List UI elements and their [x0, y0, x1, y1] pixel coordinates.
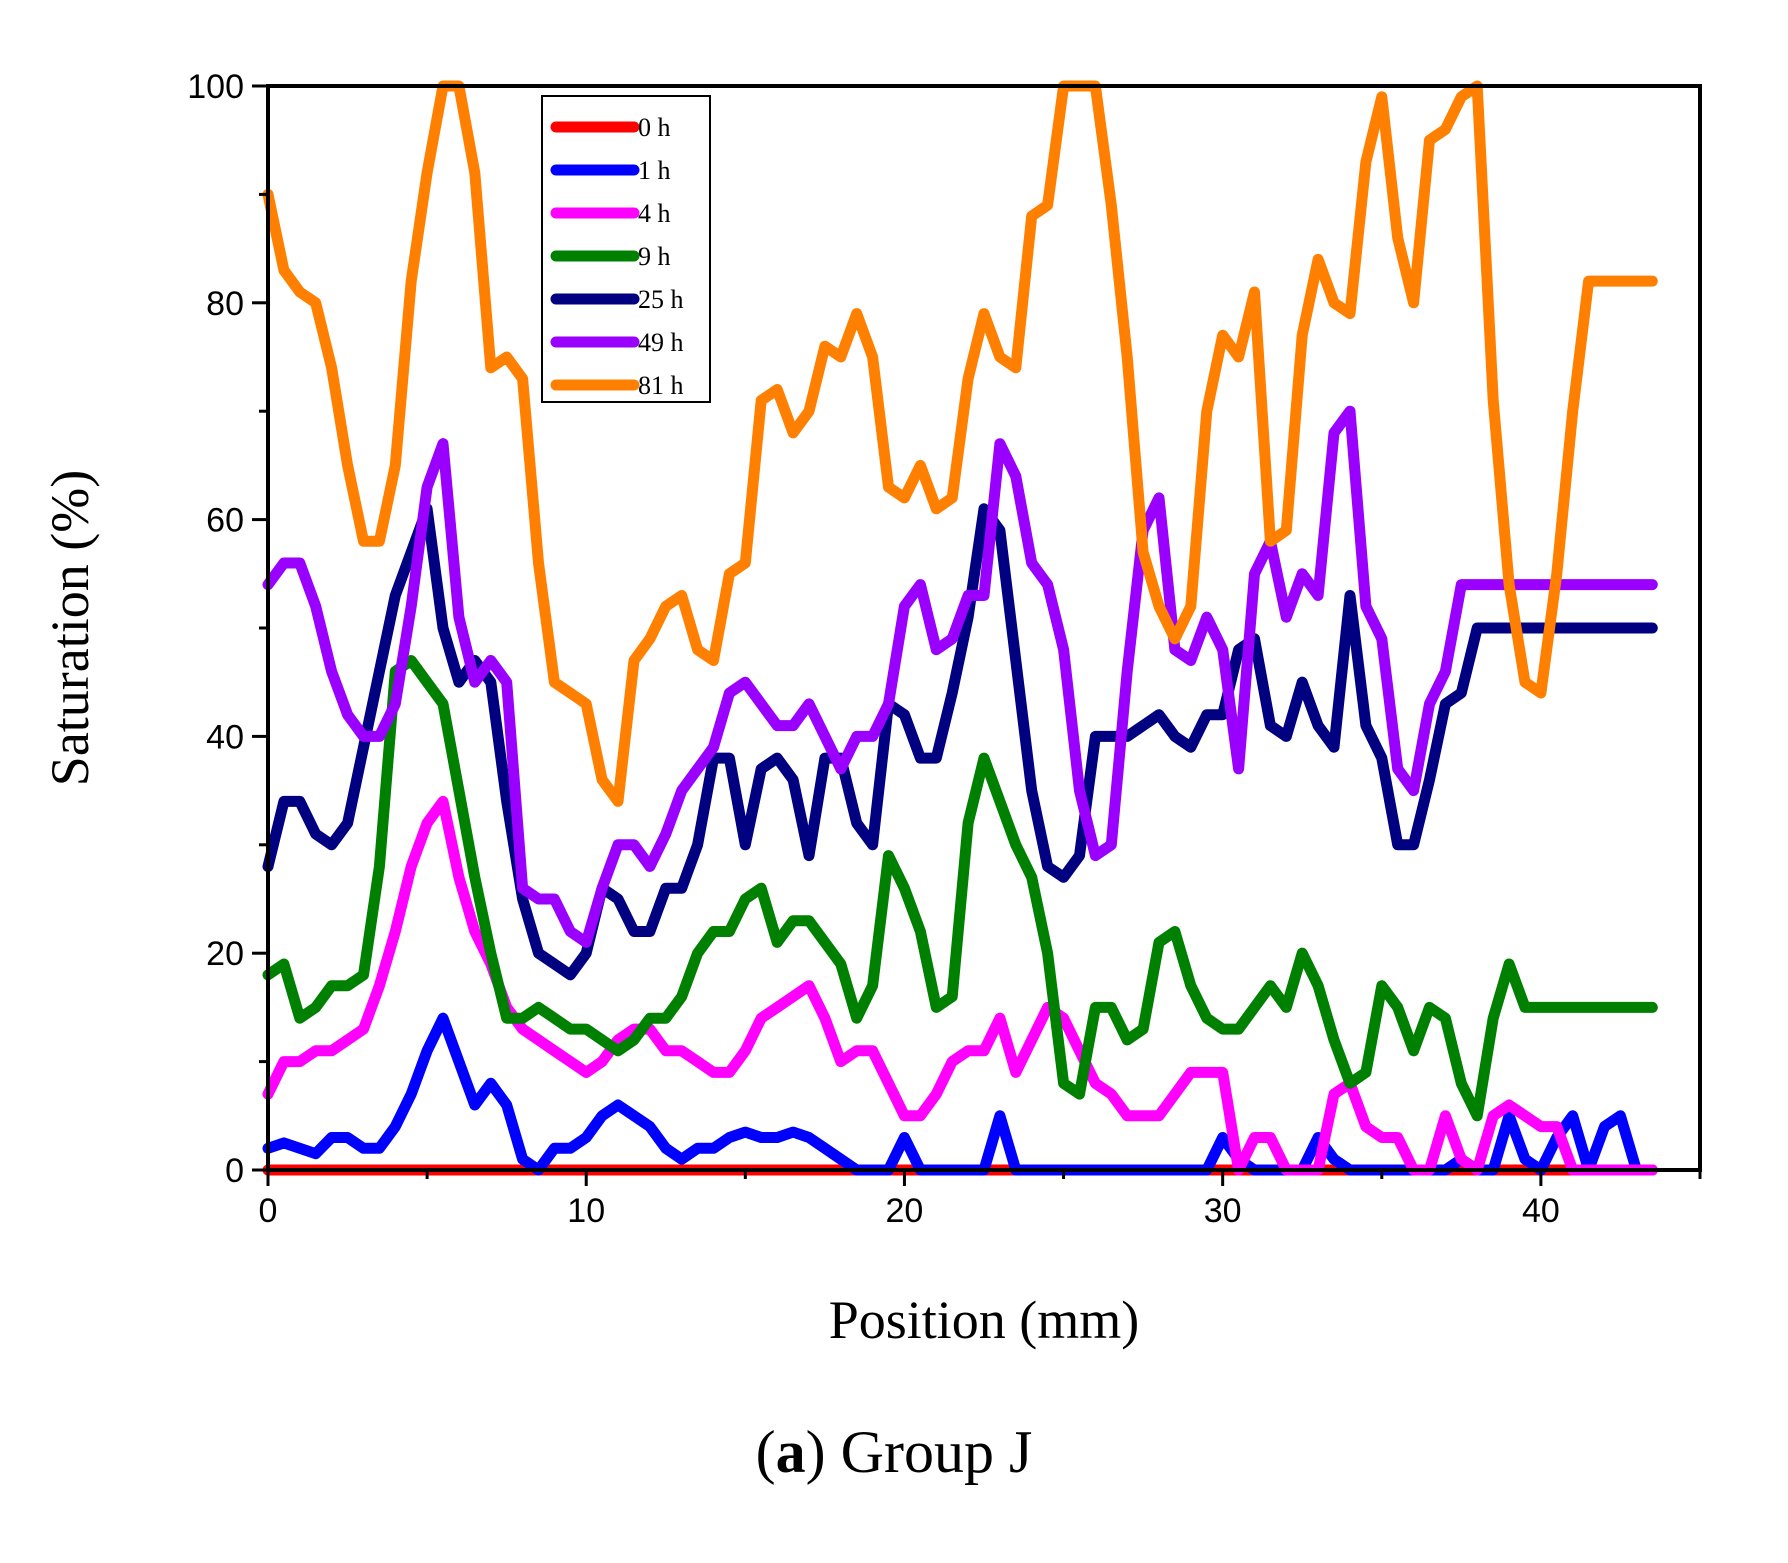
y-axis-title: Saturation (%) — [40, 470, 100, 786]
series-line-49h — [262, 405, 1658, 948]
x-tick-label: 30 — [1204, 1192, 1242, 1230]
series-line-1h — [262, 1012, 1658, 1176]
y-tick-label: 80 — [206, 285, 244, 323]
y-tick-label: 0 — [225, 1152, 244, 1190]
x-tick-label: 40 — [1522, 1192, 1560, 1230]
legend: 0 h 1 h 4 h 9 h 25 h 49 h 81 h — [541, 95, 711, 403]
y-tick-label: 20 — [206, 935, 244, 973]
plot-lines — [262, 80, 1658, 1176]
x-tick-label: 0 — [259, 1192, 278, 1230]
x-tick-label: 10 — [567, 1192, 605, 1230]
x-axis-title: Position (mm) — [829, 1290, 1140, 1350]
x-axis: 0 10 20 30 40 — [259, 1170, 1702, 1230]
y-axis: 0 20 40 60 80 100 — [187, 68, 268, 1190]
legend-label: 81 h — [638, 371, 684, 400]
series-line-81h — [262, 80, 1658, 807]
legend-label: 0 h — [638, 113, 671, 142]
y-tick-label: 60 — [206, 502, 244, 540]
legend-box — [541, 95, 711, 403]
y-tick-label: 100 — [187, 68, 244, 106]
legend-label: 9 h — [638, 242, 671, 271]
caption-letter: a — [775, 1419, 806, 1485]
legend-label: 1 h — [638, 156, 671, 185]
series-line-9h — [262, 655, 1658, 1122]
figure-caption: (a) Group J — [755, 1419, 1033, 1485]
legend-label: 49 h — [638, 328, 684, 357]
legend-label: 25 h — [638, 285, 684, 314]
caption-text: Group J — [840, 1419, 1033, 1485]
y-tick-label: 40 — [206, 718, 244, 756]
series-line-25h — [262, 503, 1658, 981]
legend-label: 4 h — [638, 199, 671, 228]
x-tick-label: 20 — [886, 1192, 924, 1230]
